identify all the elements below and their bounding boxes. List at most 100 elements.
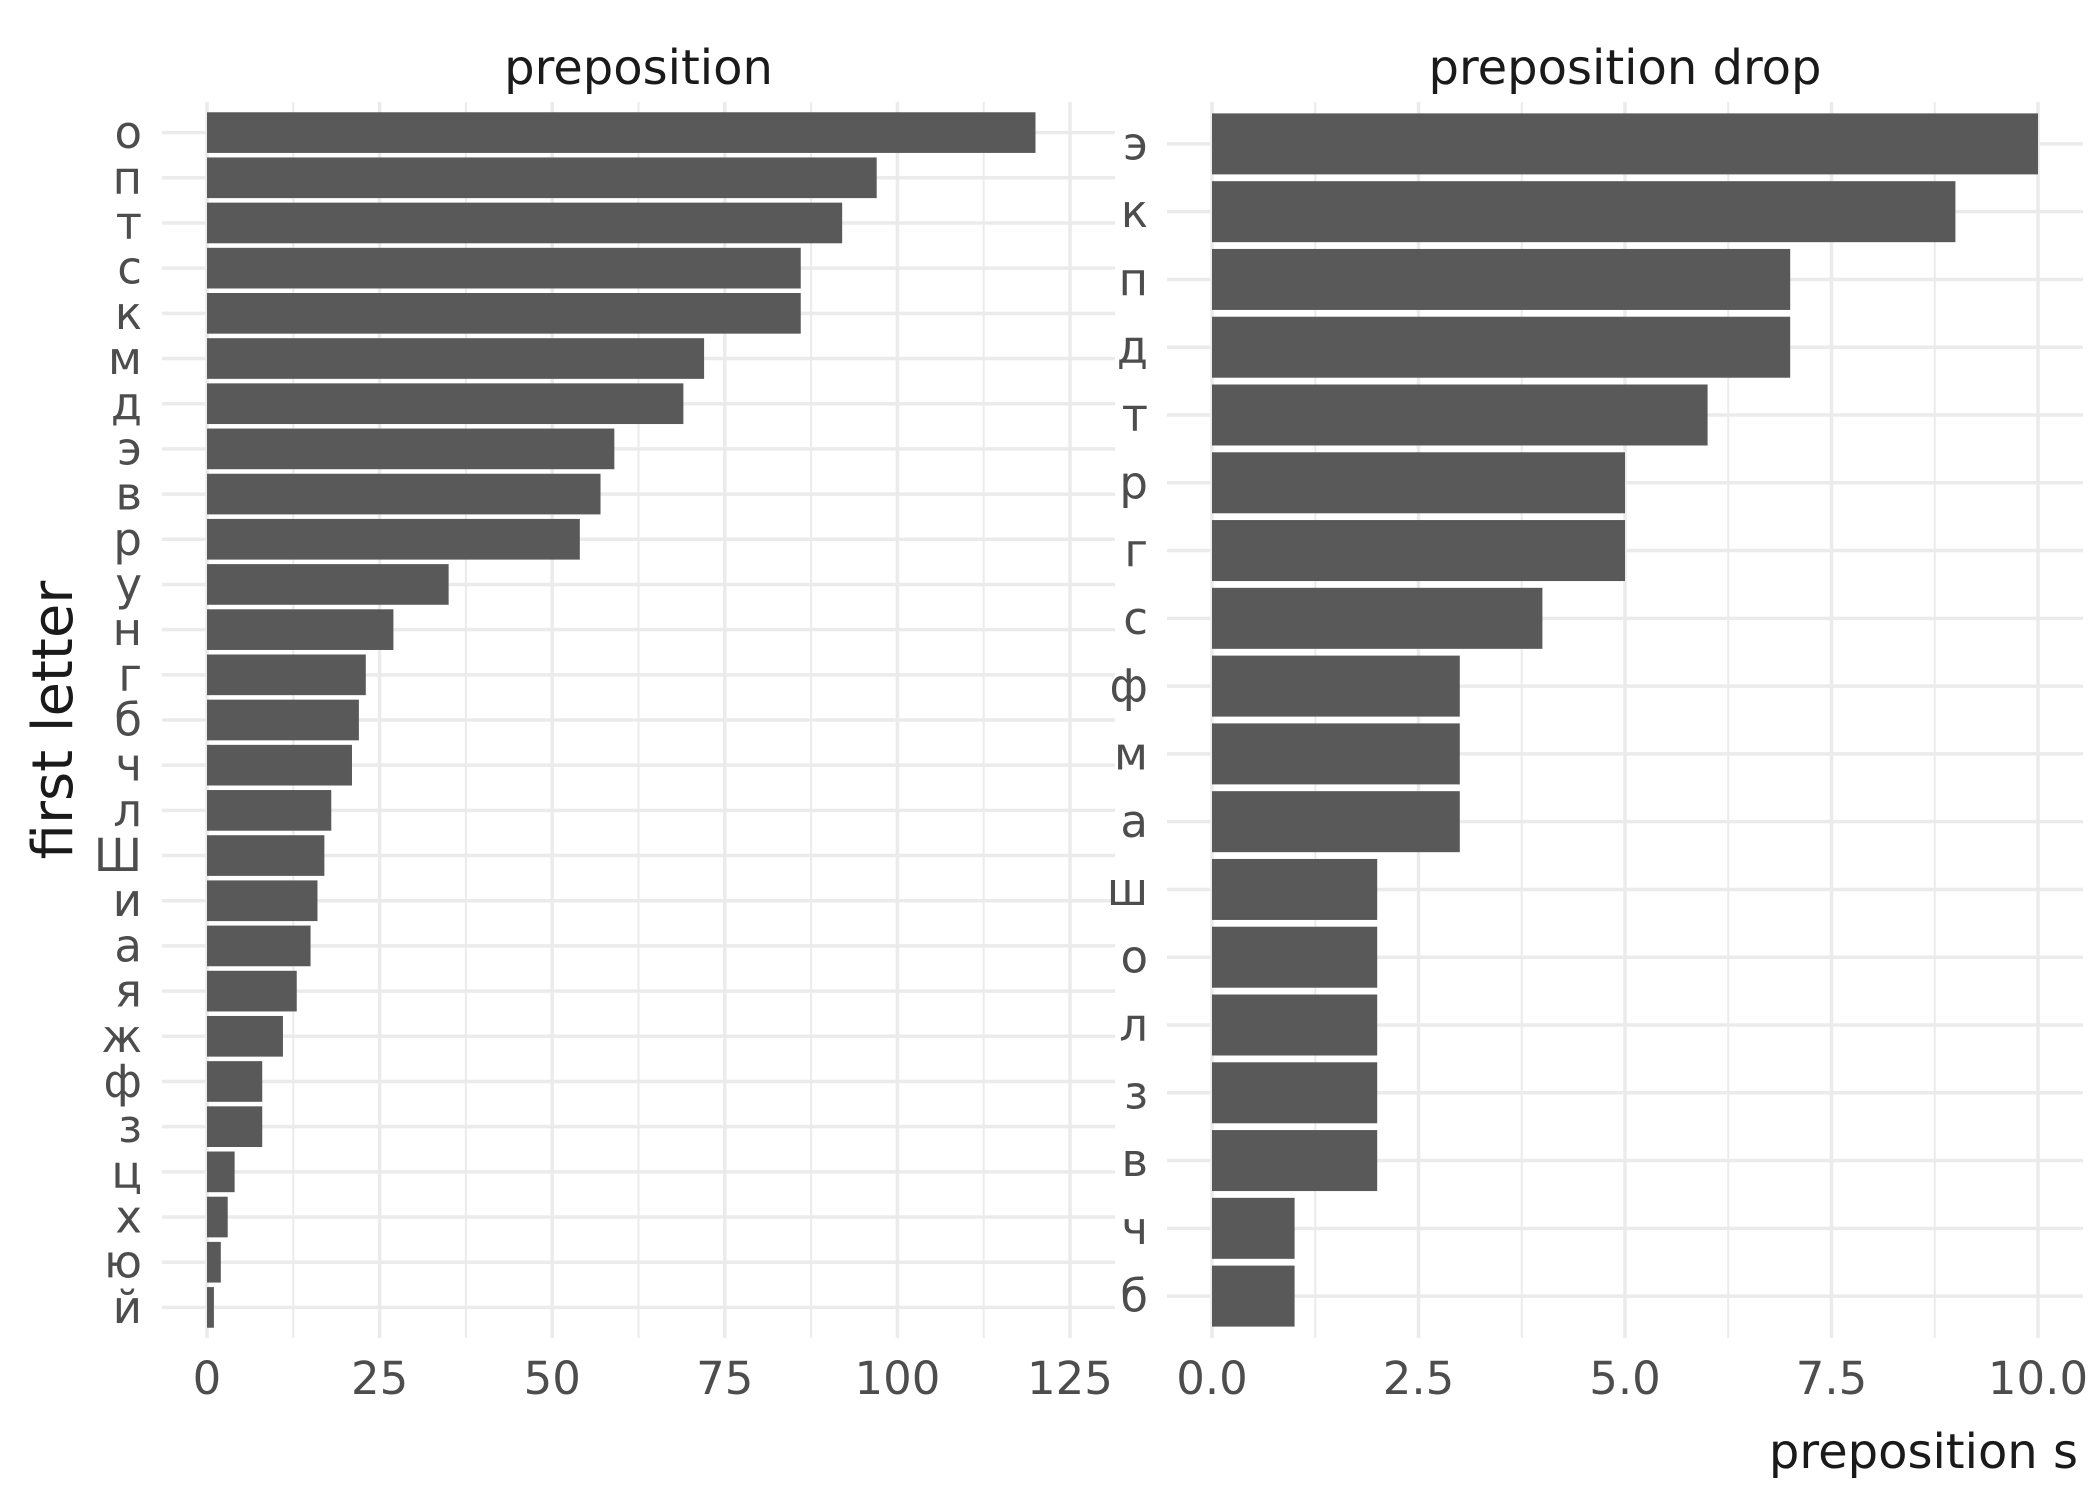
y-tick-label: э [117, 422, 142, 475]
x-tick-label: 2.5 [1383, 1352, 1455, 1405]
y-tick-label: м [108, 332, 142, 385]
bar-к [1212, 181, 1956, 243]
y-tick-label: н [113, 603, 142, 656]
y-tick-label: л [1119, 999, 1148, 1052]
y-tick-label: в [1121, 1134, 1148, 1187]
y-tick-label: с [117, 242, 142, 295]
bar-ш [1212, 858, 1378, 920]
bar-х [207, 1196, 228, 1238]
y-tick-label: к [1121, 185, 1148, 238]
bar-ч [1212, 1197, 1295, 1259]
bar-з [1212, 1062, 1378, 1124]
y-tick-label: д [1117, 321, 1148, 374]
panel-title: preposition drop [1428, 40, 1821, 96]
bar-а [1212, 791, 1460, 853]
y-tick-label: п [1119, 253, 1148, 306]
x-tick-label: 75 [696, 1352, 753, 1405]
bar-з [207, 1106, 263, 1147]
y-tick-label: ф [104, 1055, 142, 1108]
bar-в [207, 473, 601, 515]
y-tick-label: р [1119, 456, 1148, 509]
y-tick-label: л [113, 784, 142, 837]
y-tick-label: в [115, 468, 142, 521]
y-tick-label: м [1114, 727, 1148, 780]
y-tick-label: к [115, 287, 142, 340]
bar-п [1212, 248, 1791, 310]
bar-ф [1212, 655, 1460, 717]
x-tick-label: 5.0 [1589, 1352, 1661, 1405]
y-tick-label: ш [1107, 863, 1148, 916]
y-axis-title: first letter [21, 580, 86, 860]
y-tick-label: ч [115, 739, 142, 792]
bar-г [1212, 520, 1625, 582]
bar-и [207, 880, 318, 922]
x-tick-label: 0.0 [1176, 1352, 1248, 1405]
bar-Ш [207, 835, 325, 876]
bar-р [1212, 452, 1625, 514]
y-tick-label: д [111, 377, 142, 430]
bar-п [207, 157, 877, 199]
bar-к [207, 293, 801, 334]
x-tick-label: 100 [854, 1352, 940, 1405]
y-tick-label: т [1122, 389, 1148, 442]
bar-д [207, 383, 684, 425]
y-tick-label: с [1123, 592, 1148, 645]
y-tick-label: ж [101, 1010, 142, 1063]
y-tick-label: б [1120, 1270, 1148, 1323]
x-axis-title: preposition s [1769, 1424, 2078, 1480]
bar-г [207, 654, 366, 696]
x-tick-label: 25 [351, 1352, 408, 1405]
bar-э [207, 428, 615, 470]
bar-б [1212, 1265, 1295, 1327]
bar-т [207, 202, 843, 244]
bar-ж [207, 1015, 283, 1057]
bar-д [1212, 316, 1791, 378]
bar-ю [207, 1241, 221, 1283]
y-tick-label: г [1124, 524, 1148, 577]
bar-я [207, 970, 297, 1012]
y-tick-label: р [113, 513, 142, 566]
x-tick-label: 0 [193, 1352, 222, 1405]
y-tick-label: э [1123, 117, 1148, 170]
y-tick-label: ч [1121, 1202, 1148, 1255]
bar-а [207, 925, 311, 967]
x-tick-label: 7.5 [1796, 1352, 1868, 1405]
y-tick-label: я [115, 965, 142, 1018]
bar-у [207, 564, 449, 605]
x-tick-label: 10.0 [1988, 1352, 2088, 1405]
bar-с [207, 247, 801, 289]
bar-л [1212, 994, 1378, 1056]
y-tick-label: т [116, 196, 142, 249]
bar-ф [207, 1061, 263, 1102]
bar-м [1212, 723, 1460, 785]
bar-о [207, 112, 1036, 153]
bar-э [1212, 113, 2038, 175]
bar-р [207, 518, 580, 560]
y-tick-label: у [115, 558, 142, 611]
y-tick-label: б [114, 694, 142, 747]
bar-т [1212, 384, 1708, 446]
y-tick-label: ф [1110, 660, 1148, 713]
y-tick-label: г [118, 648, 142, 701]
bar-ц [207, 1151, 235, 1193]
bar-й [207, 1287, 214, 1328]
y-tick-label: х [115, 1191, 142, 1244]
y-tick-label: а [114, 919, 142, 972]
bar-ч [207, 744, 352, 786]
y-tick-label: з [118, 1100, 142, 1153]
y-tick-label: о [1120, 931, 1148, 984]
bar-н [207, 609, 394, 650]
y-tick-label: Ш [94, 829, 142, 882]
bar-с [1212, 587, 1543, 649]
y-tick-label: з [1124, 1066, 1148, 1119]
bar-б [207, 699, 359, 741]
y-tick-label: а [1120, 795, 1148, 848]
bar-л [207, 790, 332, 831]
y-tick-label: о [114, 106, 142, 159]
panel-title: preposition [504, 40, 773, 96]
y-tick-label: и [113, 874, 142, 927]
bar-м [207, 338, 705, 379]
